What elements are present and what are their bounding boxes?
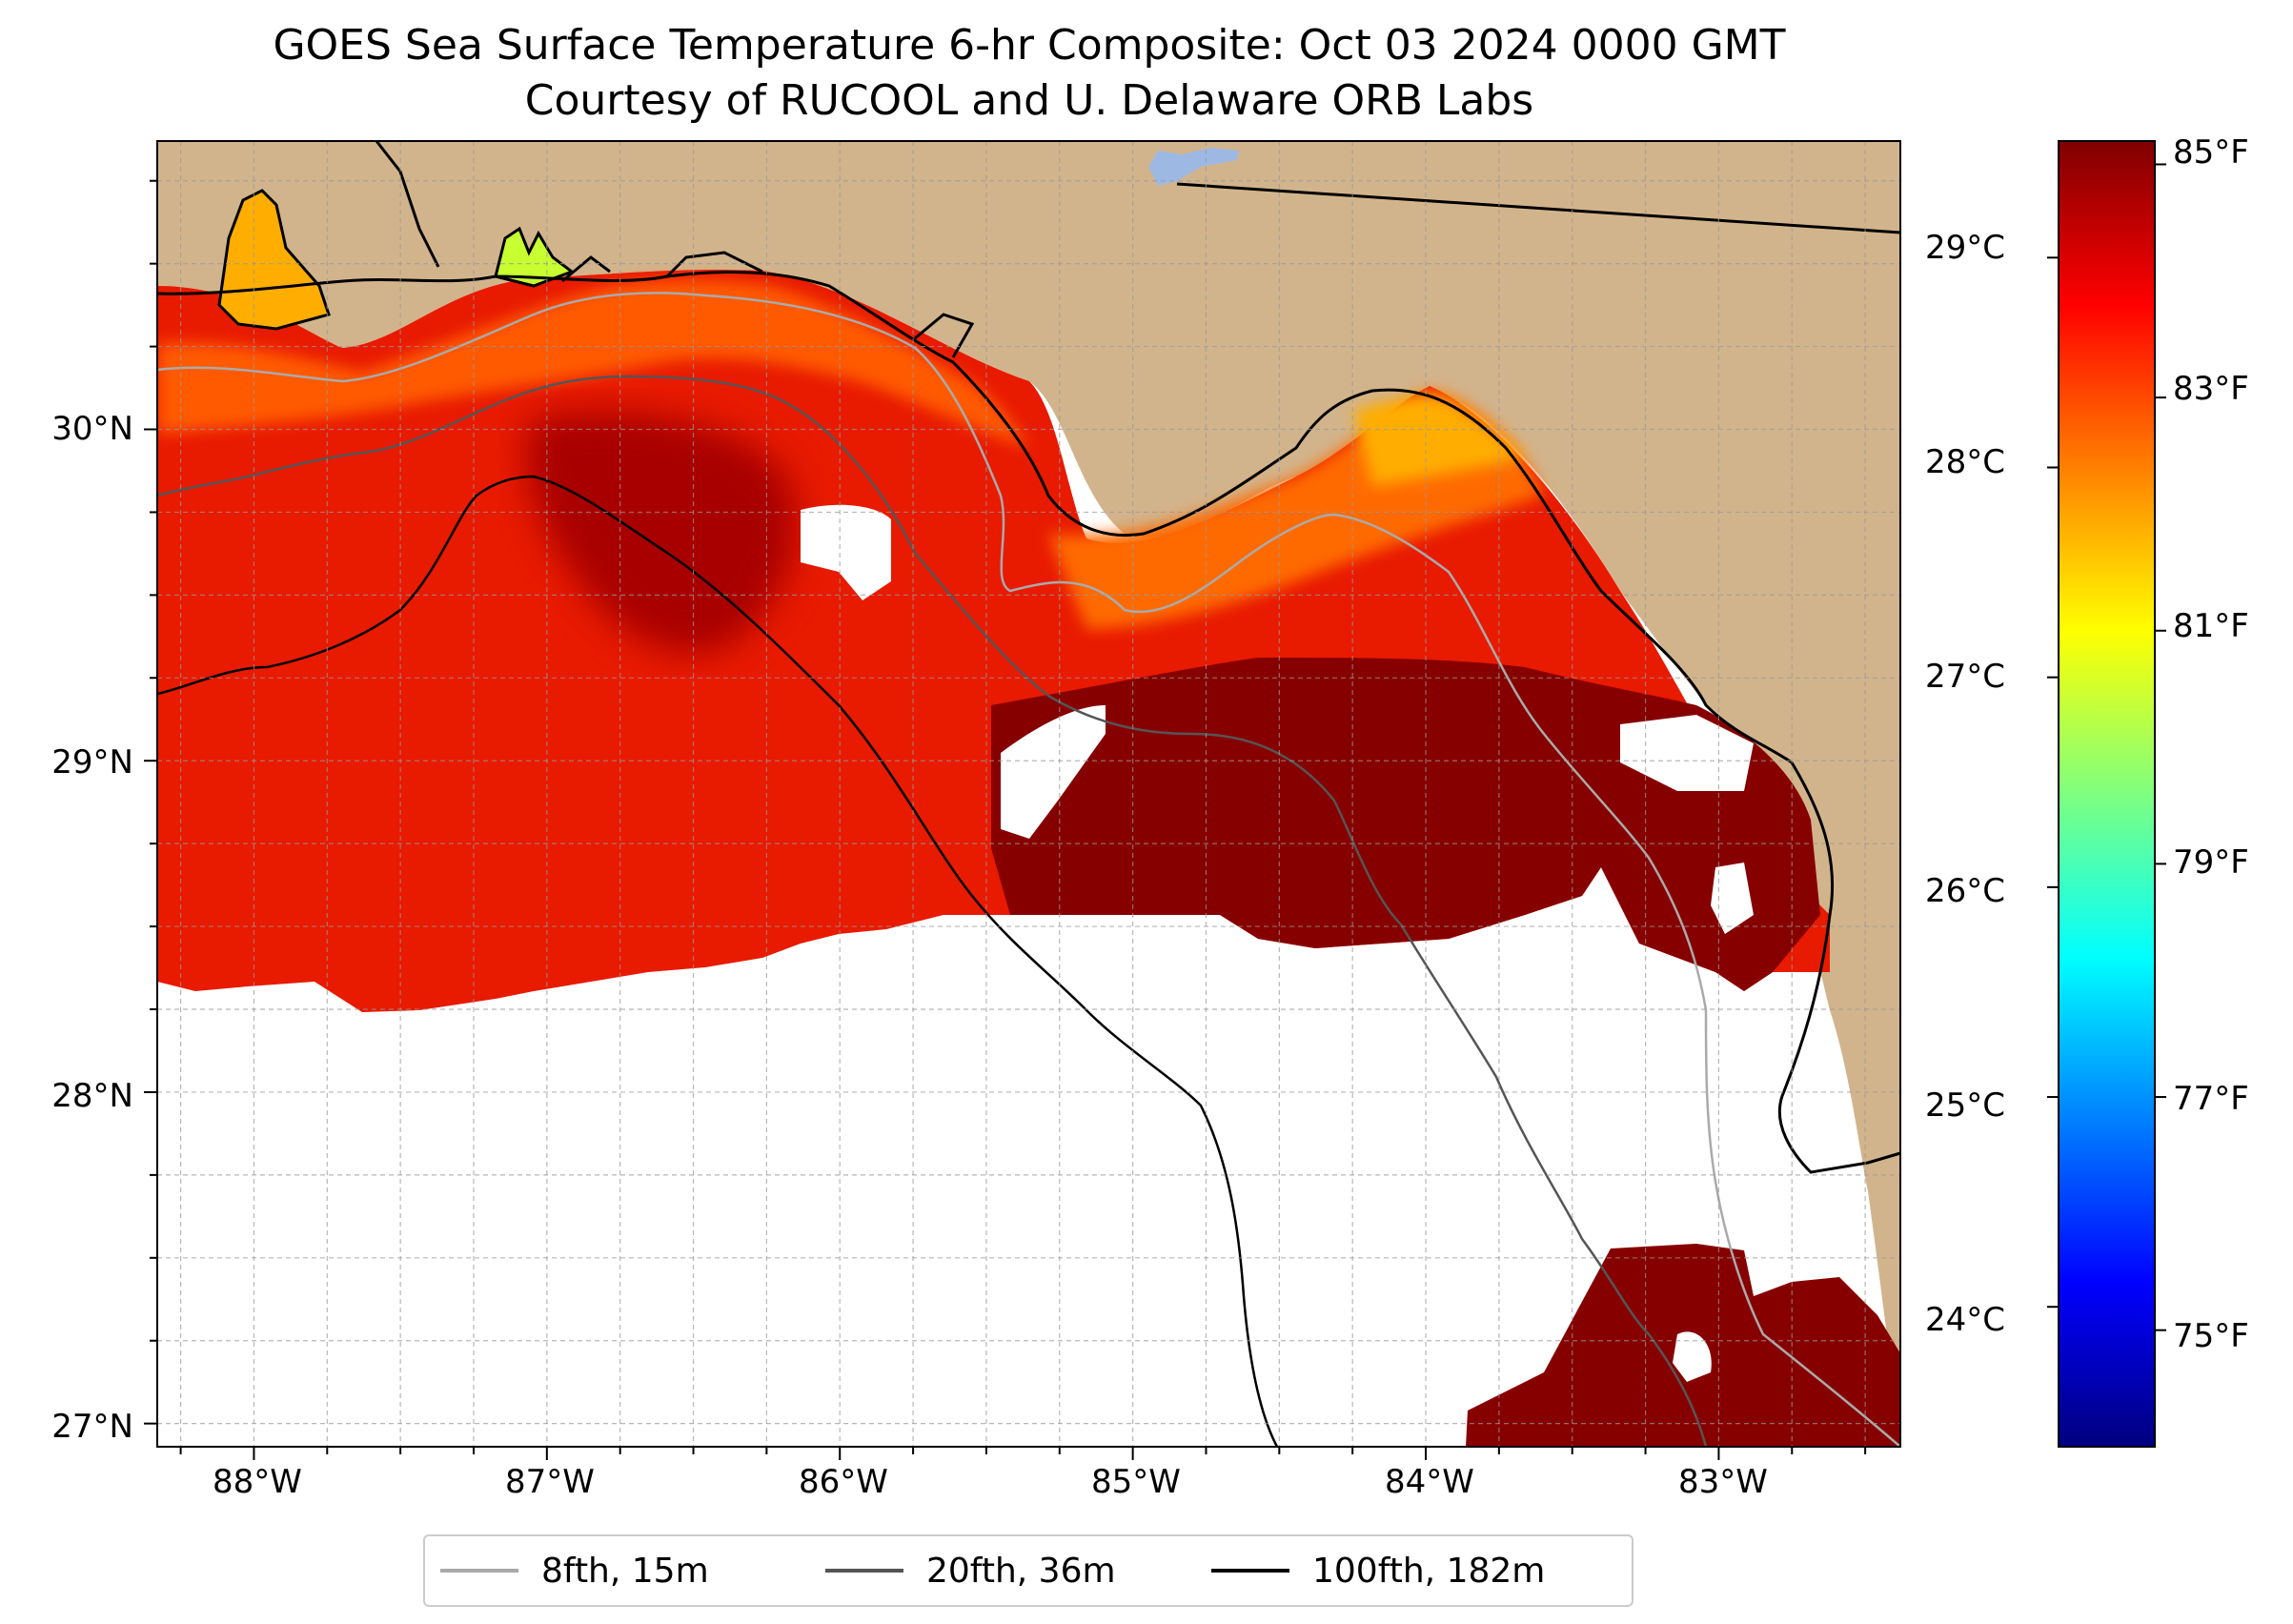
legend-item-100fth: 100fth, 182m bbox=[1211, 1536, 1545, 1605]
cb-fahrenheit-85: 85°F bbox=[2173, 133, 2249, 172]
title-line-2: Courtesy of RUCOOL and U. Delaware ORB L… bbox=[524, 76, 1534, 125]
legend-item-8fth: 8fth, 15m bbox=[440, 1536, 709, 1605]
cb-celsius-24: 24°C bbox=[1925, 1301, 2006, 1339]
coast-detail-ne bbox=[375, 141, 975, 358]
legend-label-100fth: 100fth, 182m bbox=[1312, 1551, 1546, 1591]
legend-line-100fth bbox=[1211, 1569, 1289, 1573]
sst-coast-yellow bbox=[1353, 396, 1525, 486]
legend-label-20fth: 20fth, 36m bbox=[926, 1551, 1116, 1591]
legend-label-8fth: 8fth, 15m bbox=[541, 1551, 709, 1591]
mobile-bay bbox=[217, 189, 331, 331]
contour-20fth bbox=[157, 375, 1708, 1447]
legend-item-20fth: 20fth, 36m bbox=[825, 1536, 1116, 1605]
map-frame bbox=[156, 140, 1901, 1448]
map-area bbox=[157, 141, 1900, 1447]
cb-celsius-26: 26°C bbox=[1925, 872, 2006, 910]
legend-line-8fth bbox=[440, 1569, 518, 1573]
axis-ticks bbox=[144, 179, 1867, 1460]
cb-fahrenheit-83: 83°F bbox=[2173, 370, 2249, 408]
cb-fahrenheit-75: 75°F bbox=[2173, 1317, 2249, 1355]
sst-warm-core bbox=[526, 412, 798, 654]
lon-tick-87w: 87°W bbox=[505, 1463, 595, 1501]
lon-tick-86w: 86°W bbox=[799, 1463, 888, 1501]
gap-1 bbox=[801, 504, 891, 600]
gap-4 bbox=[1711, 863, 1754, 934]
legend-line-20fth bbox=[825, 1569, 903, 1573]
lon-tick-85w: 85°W bbox=[1091, 1463, 1181, 1501]
contour-8fth bbox=[157, 292, 1900, 1447]
lon-tick-83w: 83°W bbox=[1678, 1463, 1768, 1501]
cb-celsius-28: 28°C bbox=[1925, 443, 2006, 481]
lon-tick-88w: 88°W bbox=[213, 1463, 302, 1501]
gap-5 bbox=[1673, 1331, 1712, 1382]
gap-2 bbox=[1001, 705, 1106, 839]
colorbar-ticks bbox=[2047, 163, 2166, 1331]
lake bbox=[1148, 148, 1239, 186]
gridlines bbox=[157, 141, 1900, 1447]
contour-100fth bbox=[157, 475, 1279, 1447]
lat-tick-28n: 28°N bbox=[51, 1077, 133, 1115]
cb-fahrenheit-79: 79°F bbox=[2173, 843, 2249, 882]
cb-fahrenheit-81: 81°F bbox=[2173, 607, 2249, 645]
gap-3 bbox=[1620, 715, 1754, 791]
sst-bigbend-dark bbox=[991, 658, 1820, 991]
lat-tick-29n: 29°N bbox=[51, 743, 133, 782]
lat-tick-30n: 30°N bbox=[51, 410, 133, 448]
cb-fahrenheit-77: 77°F bbox=[2173, 1080, 2249, 1118]
lon-tick-84w: 84°W bbox=[1385, 1463, 1474, 1501]
coastline bbox=[157, 271, 1900, 1174]
cb-celsius-25: 25°C bbox=[1925, 1086, 2006, 1125]
cb-celsius-29: 29°C bbox=[1925, 229, 2006, 267]
title-line-1: GOES Sea Surface Temperature 6-hr Compos… bbox=[273, 21, 1786, 70]
state-border bbox=[1176, 182, 1900, 234]
legend: 8fth, 15m 20fth, 36m 100fth, 182m bbox=[423, 1534, 1634, 1607]
lat-tick-27n: 27°N bbox=[51, 1408, 133, 1446]
cb-celsius-27: 27°C bbox=[1925, 658, 2006, 696]
colorbar bbox=[2058, 140, 2156, 1448]
sst-nearshore bbox=[157, 279, 1029, 448]
